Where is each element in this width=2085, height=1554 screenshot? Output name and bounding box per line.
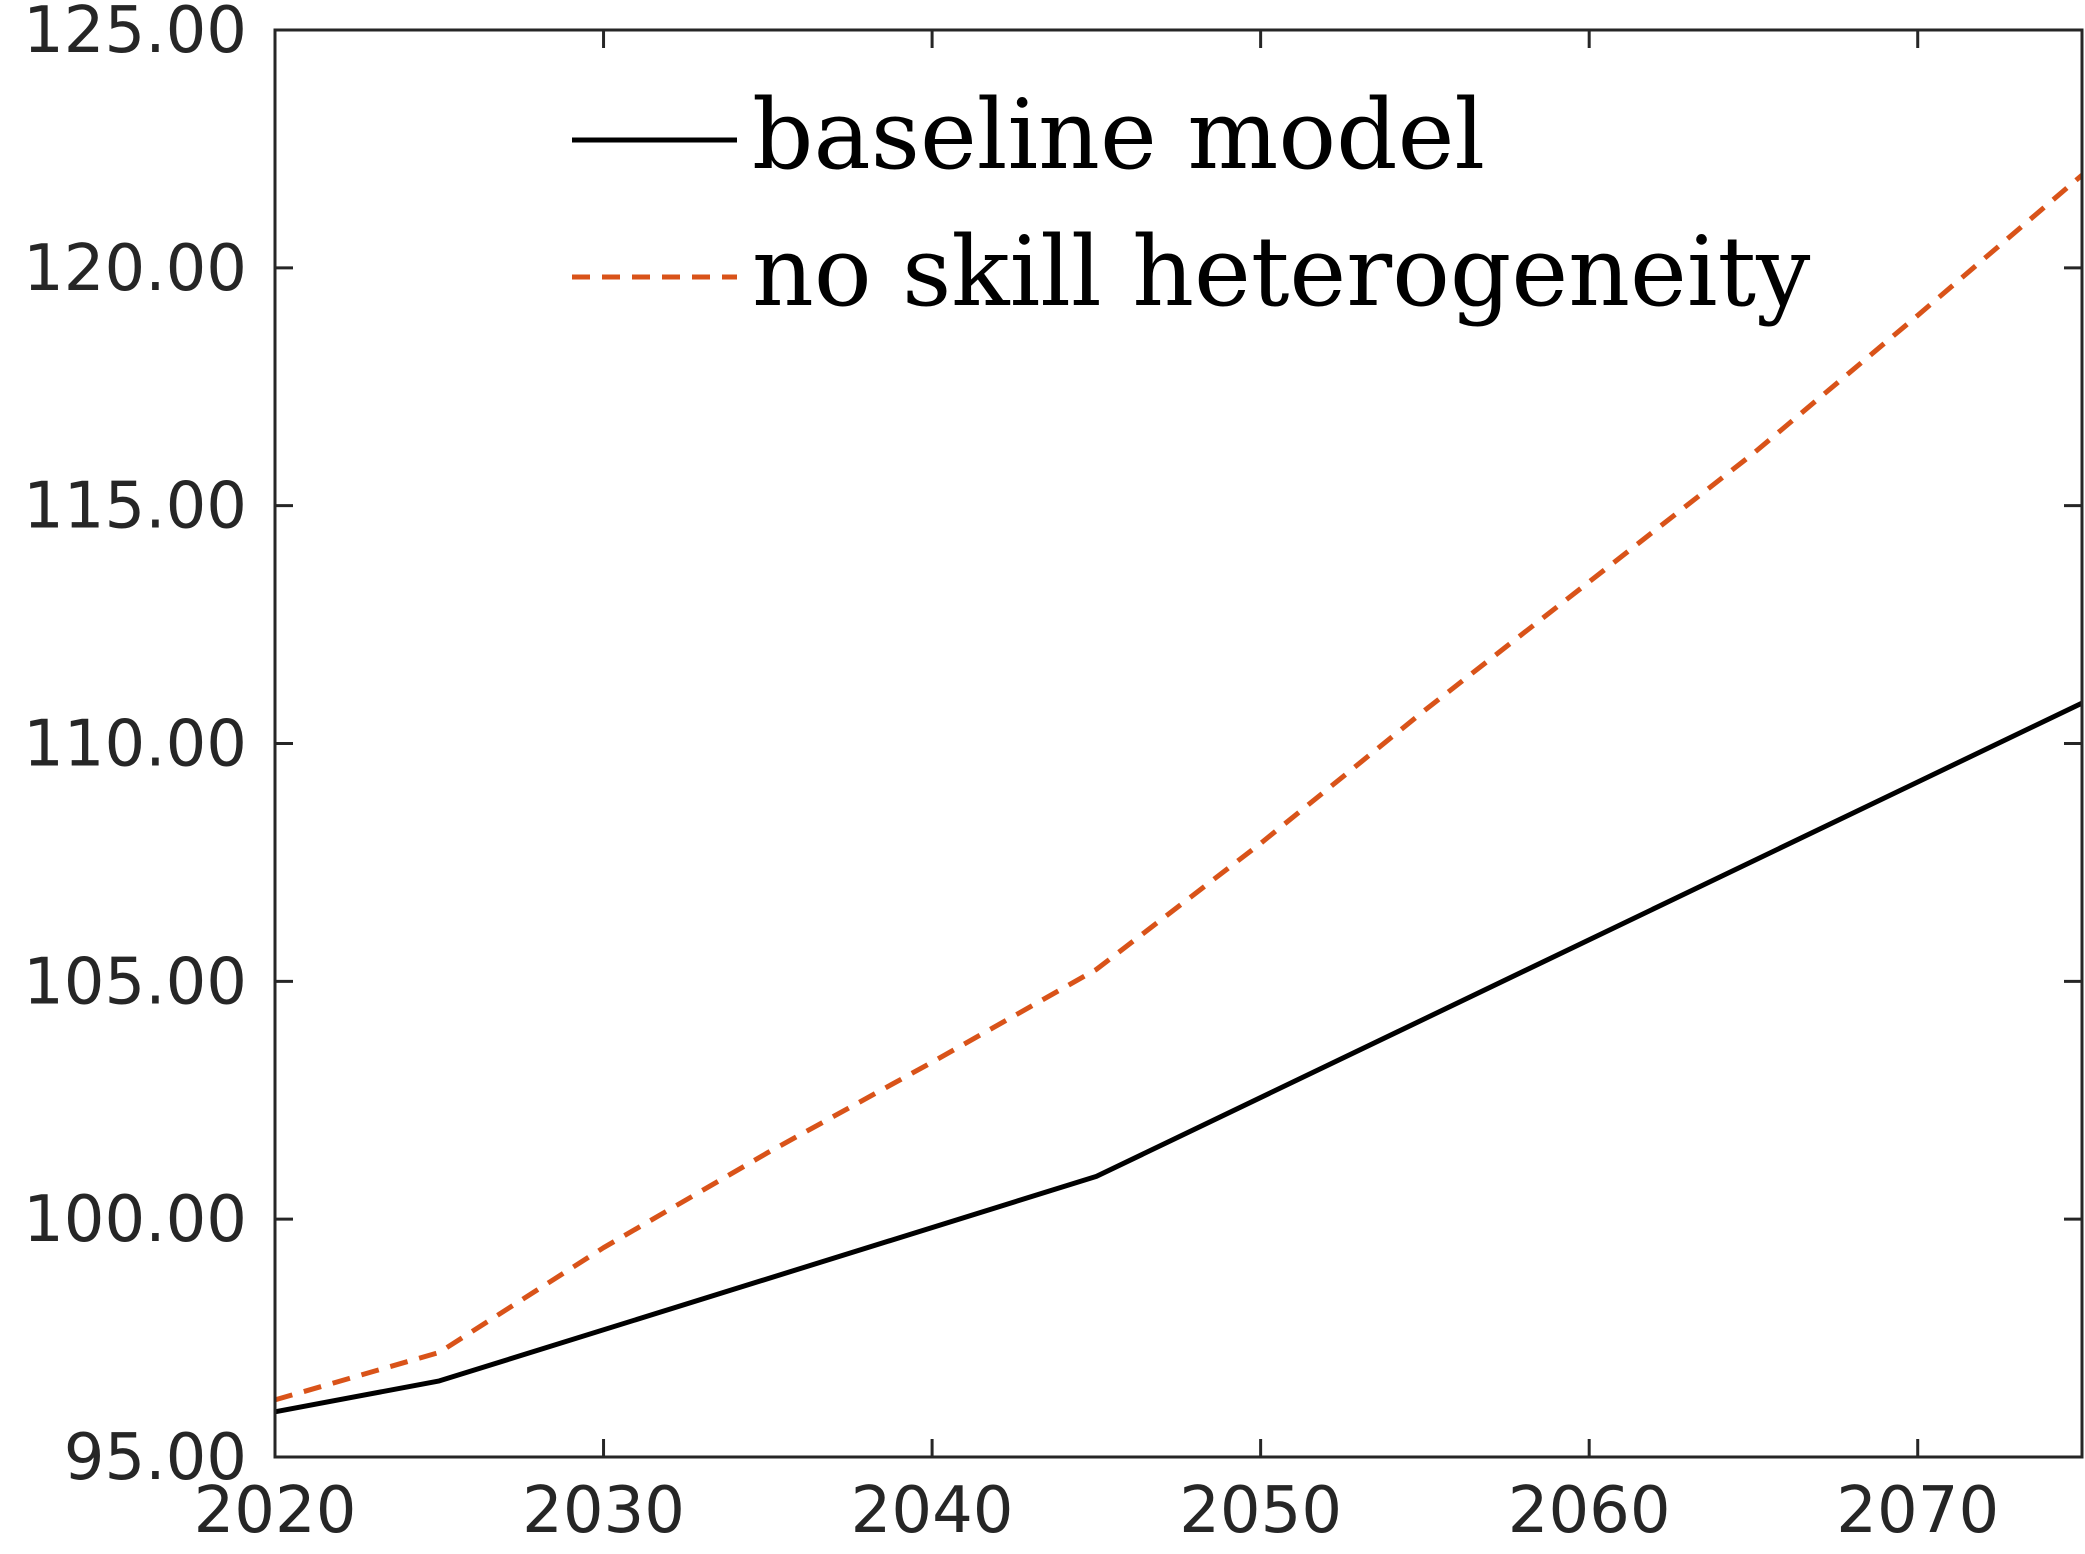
x-tick-label: 2040 <box>851 1474 1014 1548</box>
x-ticks: 2020 2030 2040 2050 2060 2070 <box>194 30 1999 1548</box>
y-tick-label: 110.00 <box>23 708 247 782</box>
y-tick-label: 100.00 <box>23 1183 247 1257</box>
series-line-0 <box>274 700 2084 1415</box>
legend-label-no-skill: no skill heterogeneity <box>752 216 1810 328</box>
y-tick-label: 95.00 <box>64 1421 247 1495</box>
y-tick-label: 105.00 <box>23 945 247 1019</box>
series-layer <box>274 173 2084 1415</box>
y-tick-label: 115.00 <box>23 470 247 544</box>
y-tick-label: 125.00 <box>23 0 247 68</box>
x-tick-label: 2020 <box>194 1474 357 1548</box>
x-tick-label: 2030 <box>522 1474 685 1548</box>
y-tick-label: 120.00 <box>23 232 247 306</box>
y-ticks: 95.00 100.00 105.00 110.00 115.00 120.00 125.0… <box>23 0 2082 1495</box>
series-line-1 <box>274 173 2084 1403</box>
legend: baseline model no skill heterogeneity <box>572 79 1810 328</box>
x-tick-label: 2070 <box>1836 1474 1999 1548</box>
legend-label-baseline: baseline model <box>752 79 1485 191</box>
x-tick-label: 2050 <box>1179 1474 1342 1548</box>
x-tick-label: 2060 <box>1508 1474 1671 1548</box>
